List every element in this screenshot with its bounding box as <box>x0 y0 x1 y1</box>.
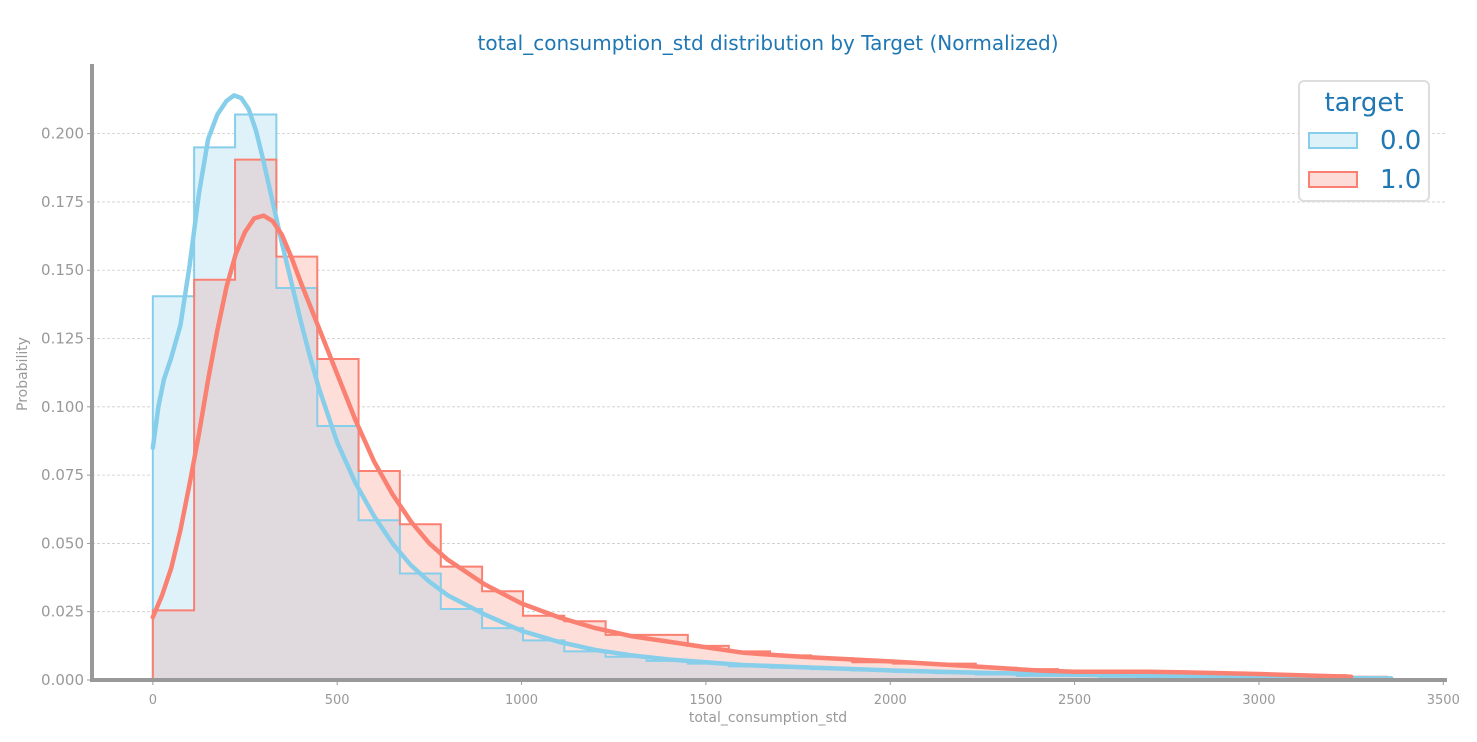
legend: target 0.0 1.0 <box>1298 80 1430 202</box>
hist-overlap-area <box>152 159 1392 681</box>
y-tick-label-6: 0.150 <box>41 261 84 279</box>
axes <box>90 64 1447 682</box>
y-tick-label-4: 0.100 <box>41 398 84 416</box>
kde-curves <box>150 93 1394 681</box>
y-tick-label-1: 0.025 <box>41 603 84 621</box>
kde-line-1 <box>150 213 1354 679</box>
legend-swatch-0 <box>1308 132 1358 149</box>
legend-swatch-1 <box>1308 171 1358 188</box>
legend-label-0: 0.0 <box>1380 126 1422 156</box>
x-tick-label-0: 0 <box>149 693 157 708</box>
y-tick-label-8: 0.200 <box>41 125 84 143</box>
legend-item-0: 0.0 <box>1308 126 1428 156</box>
legend-item-1: 1.0 <box>1308 165 1428 195</box>
x-tick-label-2: 1000 <box>505 693 538 708</box>
tick-labels: 0 500 1000 1500 2000 2500 3000 3500 0.000 0.025 0.… <box>41 125 1460 708</box>
legend-label-1: 1.0 <box>1380 165 1422 195</box>
kde-line-0 <box>150 93 1394 681</box>
x-tick-label-1: 500 <box>325 693 350 708</box>
y-tick-label-2: 0.050 <box>41 534 84 552</box>
y-tick-label-0: 0.000 <box>41 671 84 689</box>
y-axis-label: Probability <box>15 337 31 411</box>
y-tick-label-5: 0.125 <box>41 330 84 348</box>
y-tick-label-3: 0.075 <box>41 466 84 484</box>
y-tick-label-7: 0.175 <box>41 193 84 211</box>
x-tick-label-3: 1500 <box>689 693 722 708</box>
x-tick-label-7: 3500 <box>1427 693 1460 708</box>
x-tick-label-4: 2000 <box>874 693 907 708</box>
x-tick-label-5: 2500 <box>1058 693 1091 708</box>
x-tick-label-6: 3000 <box>1242 693 1275 708</box>
chart-title: total_consumption_std distribution by Ta… <box>477 31 1058 55</box>
legend-title: target <box>1324 88 1404 118</box>
x-axis-label: total_consumption_std <box>689 710 847 726</box>
